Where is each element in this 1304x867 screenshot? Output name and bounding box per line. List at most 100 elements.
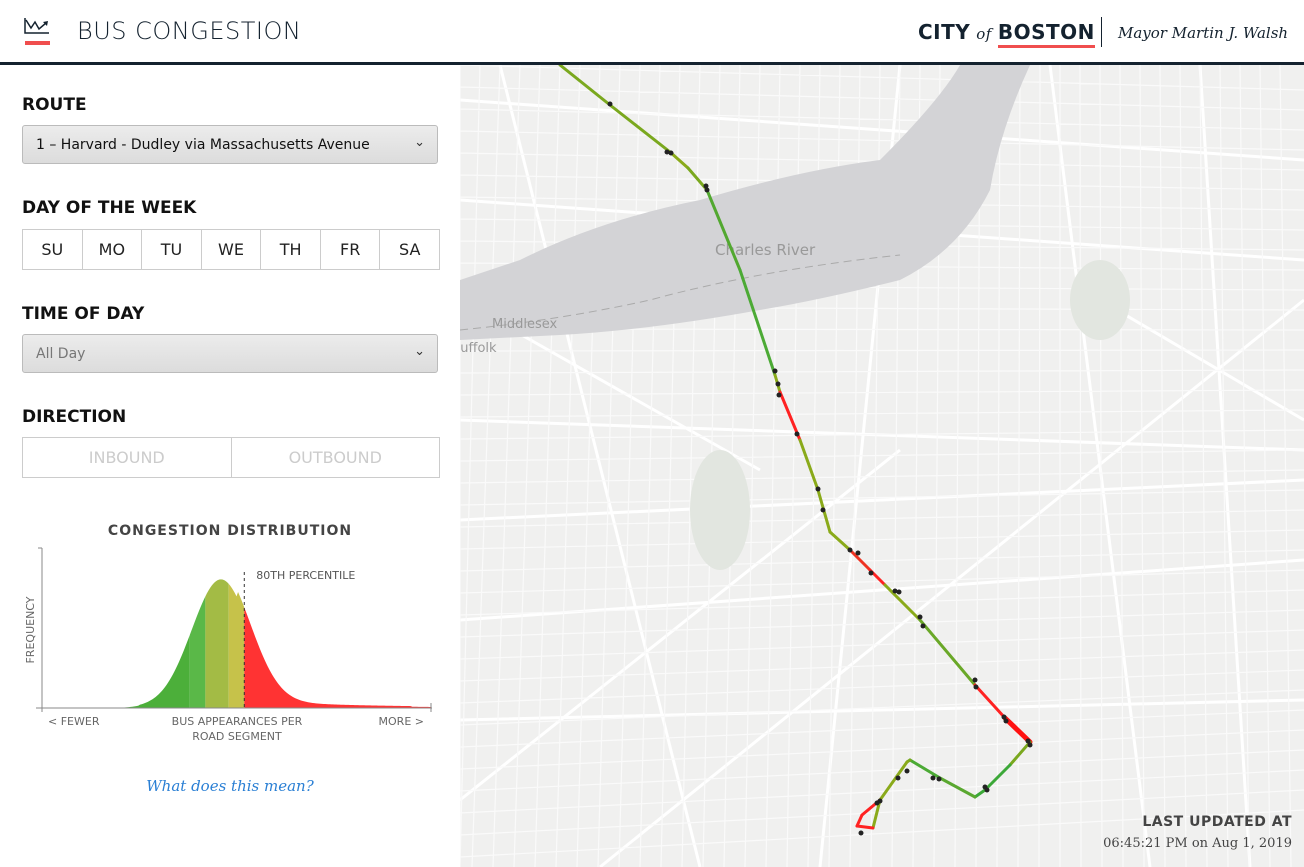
time-value: All Day — [36, 346, 86, 362]
day-we[interactable]: WE — [202, 230, 262, 269]
bus-stop[interactable] — [1027, 742, 1033, 748]
city-of-boston-logo[interactable]: CITY of BOSTON — [918, 20, 1095, 48]
map-canvas[interactable]: Charles River Middlesex Suffolk — [460, 65, 1304, 867]
bus-stop[interactable] — [776, 392, 782, 398]
mayor-name: Mayor Martin J. Walsh — [1118, 24, 1289, 42]
bus-stop[interactable] — [895, 775, 901, 781]
charles-river — [460, 65, 1030, 340]
last-updated-label: LAST UPDATED AT — [1142, 814, 1292, 830]
river-label: Charles River — [715, 241, 816, 259]
bus-stop[interactable] — [820, 507, 826, 513]
route-segment[interactable] — [883, 583, 922, 622]
route-segment[interactable] — [705, 188, 742, 272]
route-segment[interactable] — [855, 813, 864, 828]
route-segment[interactable] — [973, 683, 1007, 720]
bus-stop[interactable] — [775, 381, 781, 387]
route-segment[interactable] — [973, 788, 987, 799]
day-mo[interactable]: MO — [83, 230, 143, 269]
time-label: TIME OF DAY — [22, 304, 145, 324]
route-segment[interactable] — [983, 763, 1012, 792]
route-segment[interactable] — [828, 530, 852, 552]
x-axis-label-line1: BUS APPEARANCES PER — [172, 715, 303, 728]
route-value: 1 – Harvard - Dudley via Massachusetts A… — [36, 137, 370, 153]
direction-selector: INBOUND OUTBOUND — [22, 437, 440, 478]
day-su[interactable]: SU — [23, 230, 83, 269]
bus-stop[interactable] — [794, 431, 800, 437]
bus-stop[interactable] — [607, 101, 613, 107]
bus-stop[interactable] — [1003, 718, 1009, 724]
route-segment[interactable] — [918, 618, 977, 687]
route-segment[interactable] — [908, 758, 942, 780]
route-segment[interactable] — [1008, 740, 1032, 767]
bus-route[interactable] — [558, 65, 1033, 836]
route-segment[interactable] — [855, 824, 875, 830]
day-fr[interactable]: FR — [321, 230, 381, 269]
bus-stop[interactable] — [896, 589, 902, 595]
x-axis-label-line2: ROAD SEGMENT — [192, 730, 282, 743]
route-select[interactable]: 1 – Harvard - Dudley via Massachusetts A… — [22, 125, 438, 164]
boston-text: BOSTON — [997, 20, 1095, 48]
route-segment[interactable] — [848, 548, 872, 572]
last-updated-value: 06:45:21 PM on Aug 1, 2019 — [1103, 836, 1292, 851]
bus-stop[interactable] — [664, 149, 670, 155]
direction-label: DIRECTION — [22, 407, 127, 427]
what-does-this-mean-link[interactable]: What does this mean? — [146, 777, 314, 795]
bus-stop[interactable] — [668, 150, 674, 156]
distribution-band-0 — [42, 634, 190, 708]
day-selector: SU MO TU WE TH FR SA — [22, 229, 440, 270]
county-label-middlesex: Middlesex — [492, 317, 557, 332]
bus-stop[interactable] — [847, 547, 853, 553]
route-segment[interactable] — [878, 760, 909, 802]
map[interactable]: Charles River Middlesex Suffolk LAST UPD… — [460, 65, 1304, 867]
distribution-band-3 — [228, 583, 245, 708]
bus-stop[interactable] — [1025, 738, 1031, 744]
route-segment[interactable] — [798, 438, 820, 492]
route-segment[interactable] — [668, 150, 690, 170]
distribution-band-2 — [205, 579, 229, 708]
direction-inbound[interactable]: INBOUND — [23, 438, 232, 477]
x-right-label: MORE > — [379, 715, 424, 728]
bus-stop[interactable] — [973, 684, 979, 690]
bus-stop[interactable] — [984, 787, 990, 793]
bus-stop[interactable] — [874, 800, 880, 806]
bus-stop[interactable] — [920, 623, 926, 629]
congestion-distribution-chart: 80TH PERCENTILE FREQUENCY < FEWER MORE >… — [24, 547, 432, 743]
day-th[interactable]: TH — [261, 230, 321, 269]
last-updated: LAST UPDATED AT 06:45:21 PM on Aug 1, 20… — [1103, 814, 1292, 851]
route-segment[interactable] — [738, 268, 777, 377]
route-segment[interactable] — [608, 103, 672, 154]
bus-stop[interactable] — [703, 183, 709, 189]
route-segment[interactable] — [938, 776, 977, 799]
park — [1070, 260, 1130, 340]
bus-stop[interactable] — [904, 768, 910, 774]
direction-outbound[interactable]: OUTBOUND — [288, 448, 382, 467]
chart-logo-icon — [24, 18, 50, 45]
time-select[interactable]: All Day ⌄ — [22, 334, 438, 373]
city-text: CITY — [918, 20, 971, 44]
bus-stop[interactable] — [930, 775, 936, 781]
route-segment[interactable] — [558, 65, 612, 107]
day-label: DAY OF THE WEEK — [22, 198, 197, 218]
bus-stop[interactable] — [972, 677, 978, 683]
bus-stop[interactable] — [936, 776, 942, 782]
bus-stop[interactable] — [815, 486, 821, 492]
day-sa[interactable]: SA — [399, 240, 421, 259]
bus-stop[interactable] — [892, 588, 898, 594]
bus-stop[interactable] — [772, 368, 778, 374]
route-segment[interactable] — [1002, 715, 1033, 745]
park — [690, 450, 750, 570]
county-label-suffolk: Suffolk — [460, 341, 497, 356]
bus-stop[interactable] — [868, 570, 874, 576]
bus-stop[interactable] — [855, 550, 861, 556]
y-axis-label: FREQUENCY — [24, 596, 37, 663]
bus-stop[interactable] — [704, 187, 710, 193]
day-tu[interactable]: TU — [142, 230, 202, 269]
bus-stop[interactable] — [1001, 714, 1007, 720]
bus-stop[interactable] — [917, 614, 923, 620]
bus-stop[interactable] — [858, 830, 864, 836]
distribution-band-1 — [189, 596, 206, 708]
route-label: ROUTE — [22, 95, 87, 115]
sidebar: ROUTE 1 – Harvard - Dudley via Massachus… — [0, 65, 460, 867]
header: BUS CONGESTION CITY of BOSTON Mayor Martin… — [0, 0, 1304, 65]
distribution-band-4 — [244, 607, 431, 708]
